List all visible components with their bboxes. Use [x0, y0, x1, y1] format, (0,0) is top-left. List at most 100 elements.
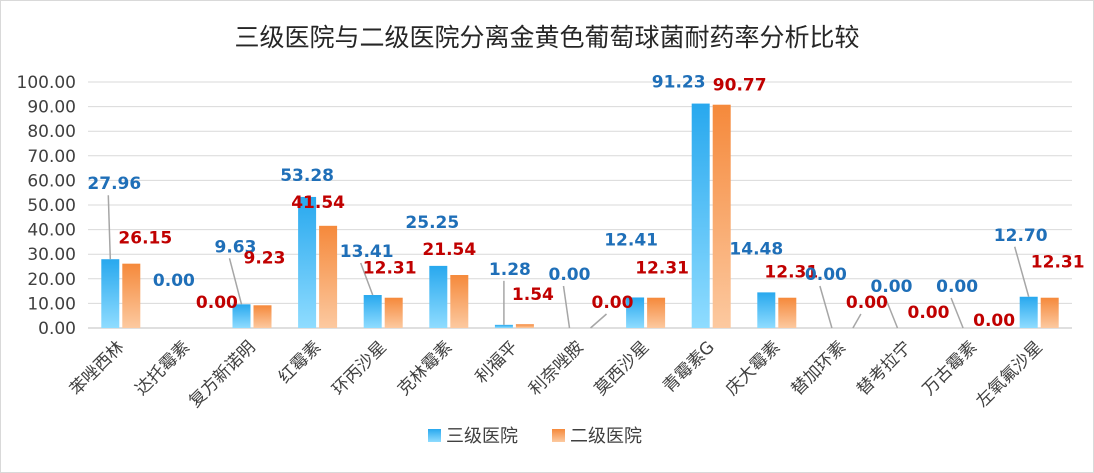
data-label: 27.96	[87, 174, 141, 194]
data-label: 9.63	[215, 237, 257, 257]
x-tick-label: 复方新诺明	[185, 337, 259, 411]
leader-line	[950, 297, 964, 329]
bars	[101, 103, 1059, 328]
bar-secondary	[253, 305, 272, 328]
legend-swatch	[428, 429, 441, 442]
data-label: 0.00	[549, 265, 591, 285]
data-label: 14.48	[729, 239, 783, 259]
bar-secondary	[515, 324, 534, 328]
x-tick-label: 达托霉素	[132, 337, 194, 399]
leader-line	[107, 195, 112, 260]
bar-tertiary	[757, 292, 776, 328]
leader-line	[562, 285, 571, 329]
legend-label: 二级医院	[570, 426, 642, 447]
leader-line	[852, 313, 862, 329]
leader-line	[1013, 246, 1030, 297]
data-label: 12.31	[1031, 253, 1085, 273]
bar-tertiary	[494, 324, 513, 328]
y-tick-label: 60.00	[27, 171, 76, 191]
legend-label: 三级医院	[446, 426, 518, 447]
x-tick-label: 莫西沙星	[591, 337, 653, 399]
y-tick-label: 100.00	[17, 73, 76, 93]
x-tick-label: 青霉素G	[659, 337, 719, 397]
x-tick-label: 庆大霉素	[722, 337, 784, 399]
data-label: 0.00	[805, 265, 847, 285]
data-label: 0.00	[908, 303, 950, 323]
data-label: 0.00	[196, 293, 238, 313]
leader-line	[359, 262, 374, 296]
y-tick-label: 0.00	[38, 319, 76, 339]
legend: 三级医院 二级医院	[428, 426, 642, 447]
bar-tertiary	[363, 295, 382, 328]
bar-secondary	[122, 263, 141, 328]
x-tick-label: 利福平	[472, 337, 522, 387]
bar-tertiary	[101, 259, 120, 328]
leader-line	[590, 313, 607, 329]
y-tick-label: 50.00	[27, 196, 76, 216]
y-tick-label: 80.00	[27, 122, 76, 142]
data-label: 12.31	[764, 263, 818, 283]
data-label: 91.23	[652, 73, 706, 93]
bar-tertiary	[298, 196, 317, 328]
gridlines	[88, 81, 1072, 329]
data-label: 90.77	[713, 76, 767, 96]
data-label: 0.00	[153, 271, 195, 291]
data-label: 12.41	[604, 230, 658, 250]
data-label: 9.23	[244, 248, 286, 268]
data-label: 41.54	[291, 193, 345, 213]
x-tick-label: 左氧氟沙星	[972, 337, 1046, 411]
bar-secondary	[778, 297, 797, 328]
leader-line	[884, 297, 899, 329]
bar-tertiary	[1019, 296, 1038, 328]
bar-secondary	[450, 275, 469, 328]
bar-secondary	[319, 225, 338, 328]
x-tick-label: 苯唑西林	[66, 337, 128, 399]
x-tick-label: 利奈唑胺	[525, 337, 587, 399]
x-tick-label: 环丙沙星	[329, 337, 391, 399]
data-label: 1.28	[489, 260, 531, 280]
y-tick-label: 70.00	[27, 147, 76, 167]
data-label: 13.41	[340, 242, 394, 262]
data-label: 12.70	[994, 226, 1048, 246]
data-label: 12.31	[363, 259, 417, 279]
y-axis: 0.00 10.00 20.00 30.00 40.00 50.00 60.00 70.00 8…	[17, 73, 76, 339]
data-label: 0.00	[973, 311, 1015, 331]
bar-secondary	[384, 297, 403, 328]
y-tick-label: 30.00	[27, 245, 76, 265]
data-label: 0.00	[592, 293, 634, 313]
data-labels: 27.9626.150.000.009.639.2353.2841.5413.4…	[87, 73, 1084, 331]
y-tick-label: 90.00	[27, 98, 76, 118]
data-label: 26.15	[118, 229, 172, 249]
bar-tertiary	[232, 304, 251, 328]
bar-tertiary	[691, 103, 710, 328]
bar-secondary	[647, 297, 666, 328]
data-label: 53.28	[280, 166, 334, 186]
data-label: 1.54	[512, 285, 554, 305]
y-tick-label: 10.00	[27, 294, 76, 314]
leader-lines	[107, 195, 1030, 329]
x-tick-label: 替加环素	[788, 337, 850, 399]
y-tick-label: 20.00	[27, 270, 76, 290]
data-label: 12.31	[635, 259, 689, 279]
x-tick-label: 万古霉素	[919, 337, 981, 399]
y-tick-label: 40.00	[27, 221, 76, 241]
bar-secondary	[1040, 297, 1059, 328]
data-label: 0.00	[846, 293, 888, 313]
x-tick-label: 红霉素	[275, 337, 325, 387]
leader-line	[228, 258, 243, 305]
leader-line	[819, 285, 833, 329]
data-label: 0.00	[871, 277, 913, 297]
data-label: 0.00	[936, 277, 978, 297]
x-tick-label: 替考拉宁	[853, 337, 915, 399]
bar-tertiary	[429, 265, 448, 328]
data-label: 21.54	[422, 240, 476, 260]
bar-tertiary	[626, 297, 645, 328]
chart-title: 三级医院与二级医院分离金黄色葡萄球菌耐药率分析比较	[234, 23, 859, 52]
data-label: 25.25	[405, 213, 459, 233]
x-tick-label: 克林霉素	[394, 337, 456, 399]
bar-secondary	[712, 104, 731, 328]
legend-swatch	[552, 429, 565, 442]
